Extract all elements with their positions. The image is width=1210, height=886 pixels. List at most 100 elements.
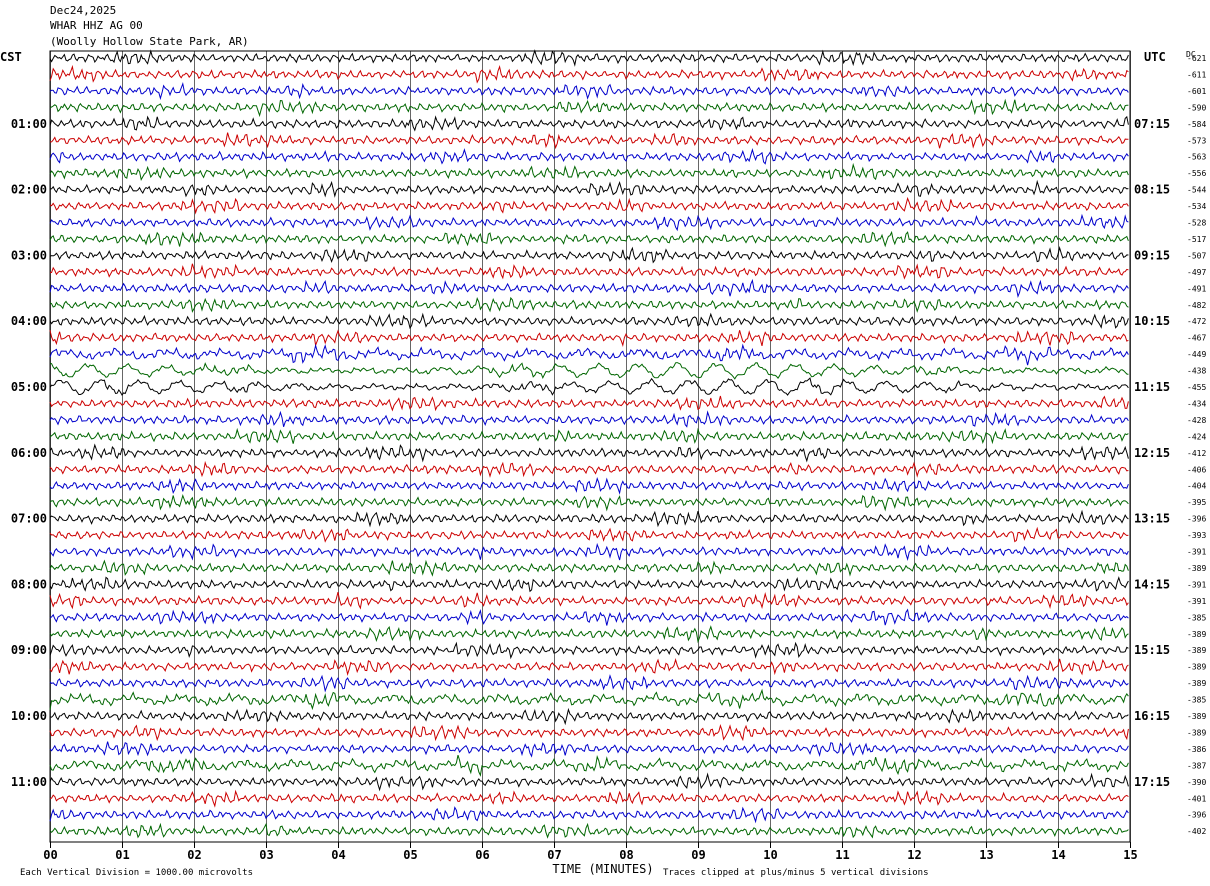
dc-offset-label: -455 (1187, 383, 1206, 392)
right-hour-label: 12:15 (1134, 446, 1170, 460)
dc-offset-label: -563 (1187, 153, 1206, 162)
dc-offset-label: -401 (1187, 794, 1206, 803)
trace-line (49, 789, 1129, 808)
dc-offset-label: -438 (1187, 367, 1206, 376)
trace-line (49, 822, 1129, 839)
dc-offset-label: -482 (1187, 301, 1206, 310)
dc-offset-label: -395 (1187, 498, 1206, 507)
header-date: Dec24,2025 (50, 4, 117, 17)
trace-line (49, 493, 1129, 512)
dc-offset-label: -424 (1187, 432, 1206, 441)
dc-offset-label: -412 (1187, 449, 1206, 458)
x-tick-label: 09 (691, 848, 705, 862)
dc-offset-label: -391 (1187, 580, 1206, 589)
x-tick-label: 15 (1123, 848, 1137, 862)
right-hour-label: 08:15 (1134, 183, 1170, 197)
right-hour-label: 09:15 (1134, 248, 1170, 262)
trace-line (49, 377, 1129, 396)
dc-offset-label: -385 (1187, 613, 1206, 622)
trace-line (49, 147, 1129, 165)
dc-offset-label: -391 (1187, 597, 1206, 606)
trace-line (49, 443, 1129, 463)
dc-offset-label: -389 (1187, 663, 1206, 672)
trace-line (49, 688, 1129, 711)
trace-line (49, 542, 1129, 561)
trace-line (49, 591, 1129, 610)
trace-line (49, 707, 1129, 726)
left-hour-label: 06:00 (11, 446, 47, 460)
dc-offset-label: -396 (1187, 515, 1206, 524)
left-hour-label: 04:00 (11, 314, 47, 328)
clipping-note: Traces clipped at plus/minus 5 vertical … (663, 868, 929, 878)
trace-line (49, 625, 1129, 644)
right-hour-label: 13:15 (1134, 512, 1170, 526)
x-tick-label: 05 (403, 848, 417, 862)
right-hour-label: 11:15 (1134, 380, 1170, 394)
dc-offset-label: -393 (1187, 531, 1206, 540)
dc-offset-label: -573 (1187, 136, 1206, 145)
dc-offset-label: -389 (1187, 712, 1206, 721)
x-tick-label: 13 (979, 848, 993, 862)
dc-offset-label: -391 (1187, 548, 1206, 557)
dc-offset-label: -404 (1187, 482, 1206, 491)
dc-offset-label: -611 (1187, 70, 1206, 79)
trace-line (49, 115, 1129, 132)
left-hour-label: 08:00 (11, 577, 47, 591)
trace-line (49, 724, 1129, 742)
trace-line (49, 608, 1129, 626)
header-location: (Woolly Hollow State Park, AR) (50, 35, 249, 48)
trace-line (49, 245, 1129, 264)
dc-offset-label: -389 (1187, 630, 1206, 639)
x-tick-label: 10 (763, 848, 777, 862)
dc-offset-label: -389 (1187, 679, 1206, 688)
trace-line (49, 806, 1129, 824)
trace-line (49, 509, 1129, 528)
trace-line (49, 213, 1129, 232)
trace-line (49, 576, 1129, 593)
dc-offset-label: -528 (1187, 219, 1206, 228)
dc-offset-label: -467 (1187, 334, 1206, 343)
trace-line (49, 81, 1129, 101)
header-station: WHAR HHZ AG 00 (50, 19, 143, 32)
trace-line (49, 49, 1129, 67)
dc-offset-label: -402 (1187, 827, 1206, 836)
x-tick-label: 12 (907, 848, 921, 862)
trace-line (50, 132, 1129, 150)
left-timezone-label: CST (0, 50, 22, 64)
right-hour-label: 07:15 (1134, 117, 1170, 131)
minute-gridlines (49, 50, 1131, 848)
dc-offset-label: -389 (1187, 564, 1206, 573)
trace-line (49, 559, 1129, 577)
dc-offset-label: -507 (1187, 251, 1206, 260)
dc-offset-label: -428 (1187, 416, 1206, 425)
trace-line (49, 64, 1129, 84)
trace-line (49, 657, 1129, 676)
vertical-division-note: Each Vertical Division = 1000.00 microvo… (20, 868, 253, 878)
right-hour-label: 15:15 (1134, 643, 1170, 657)
dc-offset-label: -601 (1187, 87, 1206, 96)
trace-line (49, 278, 1129, 299)
dc-offset-label: -386 (1187, 745, 1206, 754)
dc-offset-label: -590 (1187, 103, 1206, 112)
x-tick-label: 06 (475, 848, 489, 862)
left-hour-label: 05:00 (11, 380, 47, 394)
right-hour-label: 14:15 (1134, 577, 1170, 591)
trace-line (49, 772, 1129, 792)
axis-labels: 00 01 02 03 04 05 06 07 08 09 10 11 12 13 14 15 -621 -611… (0, 50, 1206, 878)
left-hour-label: 02:00 (11, 183, 47, 197)
dc-offset-label: -556 (1187, 169, 1206, 178)
left-hour-label: 10:00 (11, 709, 47, 723)
trace-line (49, 196, 1129, 215)
dc-offset-label: -406 (1187, 465, 1206, 474)
dc-offset-label: -385 (1187, 696, 1206, 705)
trace-line (49, 230, 1129, 248)
dc-offset-label: -517 (1187, 235, 1206, 244)
trace-line (49, 179, 1129, 198)
dc-label: DC (1186, 50, 1196, 59)
dc-offset-label: -434 (1187, 399, 1206, 408)
dc-offset-label: -497 (1187, 268, 1206, 277)
trace-line (49, 263, 1129, 280)
dc-offset-label: -449 (1187, 350, 1206, 359)
trace-line (49, 526, 1129, 543)
dc-offset-label: -534 (1187, 202, 1206, 211)
